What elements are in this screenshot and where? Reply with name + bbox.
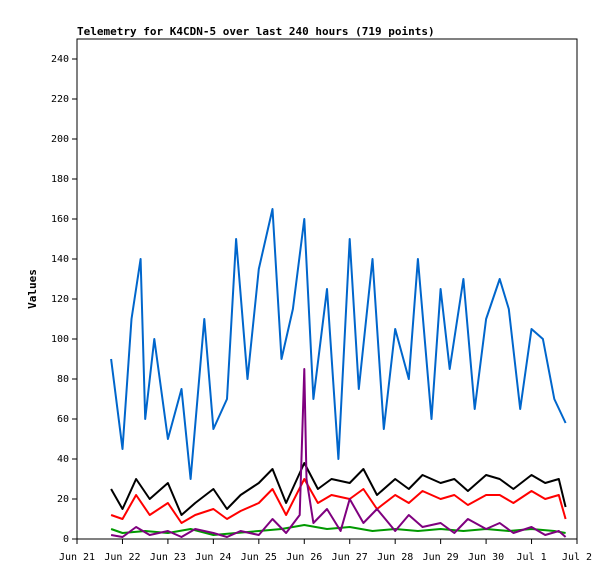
y-tick-label: 20 [57,494,69,505]
x-tick-label: Jun 23 [150,552,186,563]
y-tick-label: 180 [51,174,69,185]
y-axis-ticks: 0 20 40 60 80 100 120 140 160 180 200 220 240 [51,54,77,545]
x-tick-label: Jun 24 [195,552,231,563]
y-tick-label: 220 [51,94,69,105]
y-tick-label: 80 [57,374,69,385]
series-line-1 [110,462,567,516]
series-line-4 [110,368,567,538]
y-tick-label: 240 [51,54,69,65]
x-axis-ticks: Jun 21 Jun 22 Jun 23 Jun 24 Jun 25 Jun 26 Jun … [59,539,592,563]
series-line-0 [110,208,567,480]
x-tick-label: Jun 21 [59,552,95,563]
y-tick-label: 40 [57,454,69,465]
series-group [110,208,567,538]
y-tick-label: 100 [51,334,69,345]
x-tick-label: Jun 30 [468,552,504,563]
x-tick-label: Jun 28 [377,552,413,563]
y-tick-label: 60 [57,414,69,425]
y-tick-label: 120 [51,294,69,305]
x-tick-label: Jun 25 [241,552,277,563]
x-tick-label: Jun 29 [423,552,459,563]
y-tick-label: 200 [51,134,69,145]
chart-title: Telemetry for K4CDN-5 over last 240 hour… [77,25,435,38]
series-line-2 [110,478,567,524]
y-tick-label: 160 [51,214,69,225]
x-tick-label: Jun 27 [332,552,368,563]
y-axis-label: Values [26,269,39,309]
y-tick-label: 0 [63,534,69,545]
y-tick-label: 140 [51,254,69,265]
x-tick-label: Jul 1 [516,552,546,563]
x-tick-label: Jul 2 [562,552,592,563]
x-tick-label: Jun 26 [286,552,322,563]
x-tick-label: Jun 22 [104,552,140,563]
